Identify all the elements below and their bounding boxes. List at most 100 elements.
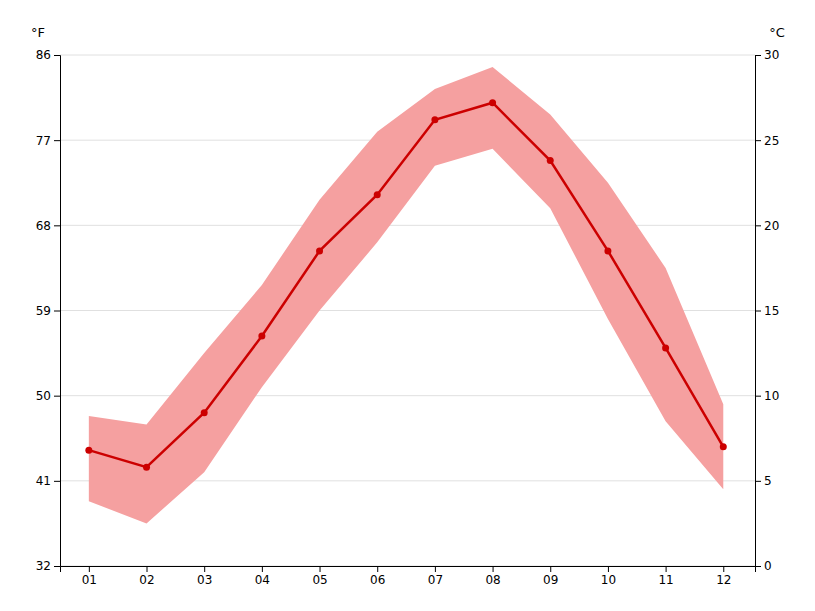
tick-label: 06	[370, 573, 385, 587]
tick-mark	[723, 566, 724, 572]
tick-label: 30	[764, 48, 779, 62]
tick: 86	[36, 48, 60, 62]
tick-mark	[755, 311, 761, 312]
tick: 32	[36, 559, 60, 573]
tick-mark	[755, 481, 761, 482]
range-band	[89, 67, 723, 523]
tick: 77	[36, 134, 60, 148]
tick: 03	[197, 566, 212, 587]
y-axis: 0 5 10 15 20 25 30	[755, 48, 779, 573]
grid-line	[60, 55, 755, 56]
point	[547, 157, 554, 164]
marks	[85, 67, 726, 523]
tick-mark	[666, 566, 667, 572]
tick-mark	[755, 55, 761, 56]
tick-mark	[755, 140, 761, 141]
tick-label: 08	[485, 573, 500, 587]
point	[374, 191, 381, 198]
tick-label: 01	[82, 573, 97, 587]
tick-mark	[435, 566, 436, 572]
tick: 04	[255, 566, 270, 587]
tick-label: 41	[36, 474, 51, 488]
tick-label: 32	[36, 559, 51, 573]
tick-label: 20	[764, 219, 779, 233]
point	[258, 333, 265, 340]
tick-label: 10	[601, 573, 616, 587]
tick-label: 86	[36, 48, 51, 62]
tick-label: 50	[36, 389, 51, 403]
tick-mark	[54, 225, 60, 226]
tick-mark	[54, 396, 60, 397]
tick-label: 77	[36, 134, 51, 148]
tick: 12	[716, 566, 731, 587]
tick-label: 10	[764, 389, 779, 403]
y-axis-label: °C	[769, 25, 785, 40]
tick-mark	[204, 566, 205, 572]
tick: 41	[36, 474, 60, 488]
tick: 59	[36, 304, 60, 318]
tick: 08	[485, 566, 500, 587]
tick: 30	[755, 48, 779, 62]
grid	[60, 55, 755, 566]
chart: 0102030405060708091011120510152025303241…	[0, 0, 815, 611]
tick-mark	[54, 481, 60, 482]
grid-line	[60, 395, 755, 396]
tick-label: 15	[764, 304, 779, 318]
plot-root: 0102030405060708091011120510152025303241…	[31, 25, 785, 587]
tick-mark	[755, 566, 761, 567]
point	[143, 464, 150, 471]
axis-line	[61, 567, 756, 573]
tick-mark	[54, 566, 60, 567]
tick-label: 12	[716, 573, 731, 587]
point	[604, 247, 611, 254]
tick: 50	[36, 389, 60, 403]
y2-axis-label: °F	[31, 25, 45, 40]
tick-label: 09	[543, 573, 558, 587]
y2-axis: 32 41 50 59 68 77 86	[36, 48, 61, 573]
point	[489, 99, 496, 106]
average-line	[89, 103, 723, 468]
tick-label: 07	[428, 573, 443, 587]
tick-mark	[608, 566, 609, 572]
tick-label: 05	[312, 573, 327, 587]
axis-line	[54, 56, 61, 567]
point	[316, 247, 323, 254]
tick: 5	[755, 474, 772, 488]
tick-label: 04	[255, 573, 270, 587]
tick-label: 11	[658, 573, 673, 587]
tick-mark	[755, 225, 761, 226]
tick-mark	[493, 566, 494, 572]
tick: 0	[755, 559, 772, 573]
tick: 02	[139, 566, 154, 587]
tick-mark	[54, 140, 60, 141]
tick: 05	[312, 566, 327, 587]
tick: 20	[755, 219, 779, 233]
tick-label: 0	[764, 559, 772, 573]
tick-mark	[320, 566, 321, 572]
tick: 07	[428, 566, 443, 587]
axis-line	[756, 56, 762, 567]
tick-mark	[54, 311, 60, 312]
tick-mark	[755, 396, 761, 397]
tick: 15	[755, 304, 779, 318]
tick-mark	[262, 566, 263, 572]
point	[662, 344, 669, 351]
tick: 01	[82, 566, 97, 587]
tick-label: 59	[36, 304, 51, 318]
tick-mark	[89, 566, 90, 572]
tick-mark	[550, 566, 551, 572]
tick: 25	[755, 134, 779, 148]
point	[431, 116, 438, 123]
tick-mark	[377, 566, 378, 572]
tick-label: 68	[36, 219, 51, 233]
tick-label: 5	[764, 474, 772, 488]
tick: 68	[36, 219, 60, 233]
point	[201, 409, 208, 416]
tick: 10	[601, 566, 616, 587]
tick-label: 02	[139, 573, 154, 587]
tick: 09	[543, 566, 558, 587]
tick: 10	[755, 389, 779, 403]
tick-mark	[147, 566, 148, 572]
point	[720, 443, 727, 450]
grid-line	[60, 225, 755, 226]
